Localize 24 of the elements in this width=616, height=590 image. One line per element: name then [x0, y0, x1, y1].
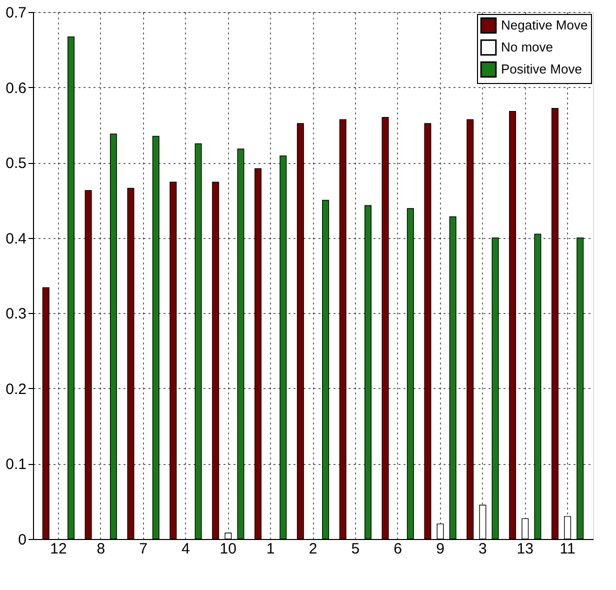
y-tick-label: 0.3 [6, 306, 26, 323]
x-tick-label: 10 [220, 540, 236, 558]
legend-label: Negative Move [501, 18, 588, 32]
y-tick-label: 0.6 [6, 80, 26, 97]
x-tick-label: 2 [308, 540, 318, 558]
x-tick-label: 12 [50, 540, 67, 558]
x-tick-label: 9 [436, 540, 444, 558]
y-tick-label: 0.1 [6, 456, 26, 474]
y-tick-label: 0.5 [6, 155, 26, 172]
x-tick-label: 5 [351, 540, 360, 558]
y-tick-label: 0 [18, 532, 26, 548]
x-tick-label: 4 [182, 540, 190, 558]
y-tick-label: 0.4 [6, 230, 26, 248]
x-tick-label: 3 [478, 540, 487, 558]
x-tick-label: 6 [394, 540, 402, 558]
y-tick-label: 0.2 [6, 380, 26, 398]
legend-label: Positive Move [501, 62, 582, 76]
x-tick-label: 7 [139, 540, 148, 558]
x-tick-label: 13 [516, 540, 534, 558]
x-tick-label: 8 [96, 540, 106, 558]
y-tick-label: 0.7 [6, 4, 26, 22]
legend-label: No move [501, 40, 554, 54]
x-tick-label: 1 [266, 540, 275, 558]
x-tick-label: 11 [560, 540, 576, 558]
